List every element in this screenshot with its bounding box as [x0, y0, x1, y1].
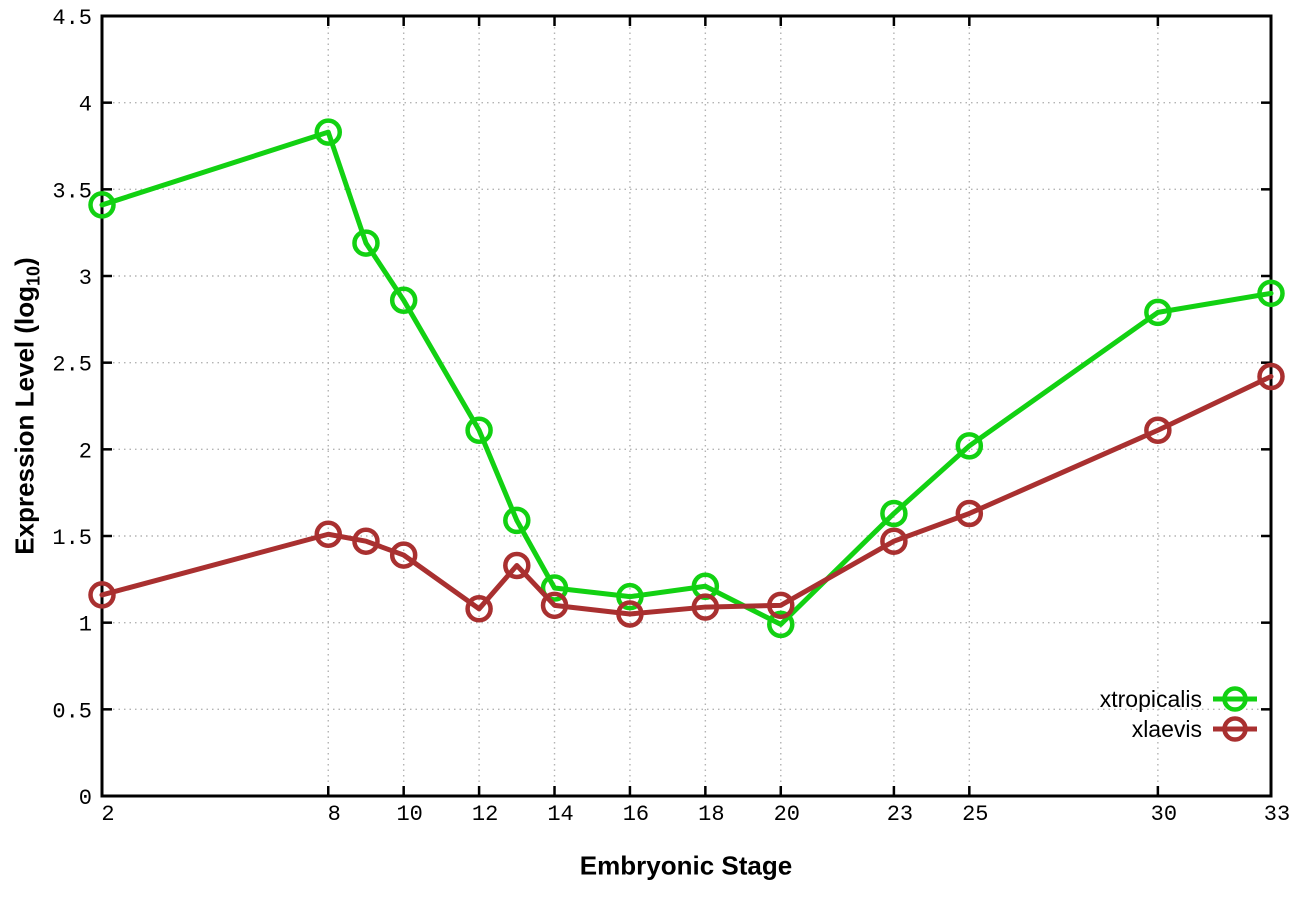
point-marker-xlaevis-25 — [955, 499, 984, 528]
series-line-xlaevis — [99, 374, 1274, 617]
legend-item-xlaevis: xlaevis — [1100, 714, 1258, 744]
y-axis-title-text: Expression Level (log — [9, 285, 40, 555]
x-tick-label-30: 30 — [1151, 802, 1177, 827]
point-marker-xtropicalis-16 — [616, 582, 644, 611]
x-tick-label-10: 10 — [396, 802, 422, 827]
point-marker-xtropicalis-33 — [1257, 279, 1285, 308]
x-tick-label-2: 2 — [101, 802, 114, 827]
y-tick-label-2: 2 — [79, 439, 92, 464]
x-tick-label-25: 25 — [962, 802, 988, 827]
point-marker-xlaevis-33 — [1257, 362, 1285, 391]
point-marker-xlaevis-16 — [616, 600, 644, 628]
point-marker-xlaevis-12 — [465, 595, 493, 623]
point-marker-xtropicalis-12 — [465, 416, 493, 445]
point-marker-xtropicalis-23 — [880, 499, 908, 528]
point-marker-xtropicalis-20 — [767, 610, 795, 639]
series-line-xtropicalis — [99, 129, 1274, 627]
y-tick-label-0: 0 — [79, 786, 92, 811]
point-marker-xtropicalis-10 — [389, 286, 418, 315]
point-marker-xlaevis-2 — [88, 581, 116, 609]
legend-marker-xlaevis-icon — [1213, 716, 1257, 742]
point-marker-xlaevis-13 — [503, 551, 531, 580]
legend: xtropicalis xlaevis — [1100, 684, 1258, 744]
y-tick-label-1.5: 1.5 — [52, 526, 92, 551]
x-tick-label-20: 20 — [774, 802, 800, 827]
y-tick-label-1: 1 — [79, 613, 92, 638]
point-marker-xlaevis-14 — [540, 591, 569, 620]
x-tick-label-18: 18 — [698, 802, 724, 827]
point-marker-xlaevis-10 — [389, 541, 418, 569]
point-marker-xlaevis-30 — [1144, 416, 1172, 445]
x-tick-label-16: 16 — [623, 802, 649, 827]
y-axis-title: Expression Level (log10) — [10, 257, 45, 554]
x-tick-label-23: 23 — [887, 802, 913, 827]
point-marker-xtropicalis-8 — [314, 118, 343, 146]
legend-marker-xtropicalis-icon — [1213, 686, 1257, 712]
y-axis-title-subscript: 10 — [23, 265, 44, 286]
point-marker-xtropicalis-30 — [1144, 298, 1172, 327]
x-tick-label-14: 14 — [547, 802, 573, 827]
legend-item-xtropicalis: xtropicalis — [1100, 684, 1258, 714]
y-tick-label-4.5: 4.5 — [52, 6, 92, 31]
y-axis-title-suffix: ) — [9, 257, 40, 266]
point-marker-xtropicalis-25 — [955, 432, 984, 460]
point-marker-xtropicalis-14 — [540, 574, 569, 602]
legend-label-xlaevis: xlaevis — [1131, 715, 1202, 742]
point-marker-xlaevis-20 — [767, 591, 795, 620]
point-marker-xtropicalis-9 — [352, 229, 380, 257]
y-tick-label-4: 4 — [79, 93, 92, 118]
y-tick-label-3.5: 3.5 — [52, 179, 92, 204]
point-marker-xtropicalis-13 — [503, 506, 531, 535]
point-marker-xlaevis-8 — [314, 520, 343, 549]
point-marker-xlaevis-9 — [352, 527, 380, 555]
plot-border — [100, 14, 1273, 798]
point-marker-xtropicalis-2 — [88, 191, 116, 219]
x-axis-title: Embryonic Stage — [579, 850, 793, 881]
x-tick-label-8: 8 — [328, 802, 341, 827]
y-tick-label-2.5: 2.5 — [52, 353, 92, 378]
y-tick-label-3: 3 — [79, 266, 92, 291]
x-tick-label-12: 12 — [472, 802, 498, 827]
point-marker-xlaevis-18 — [691, 593, 720, 621]
x-tick-label-33: 33 — [1264, 802, 1290, 827]
point-marker-xlaevis-23 — [880, 527, 908, 555]
legend-label-xtropicalis: xtropicalis — [1099, 685, 1202, 712]
y-tick-label-0.5: 0.5 — [52, 699, 92, 724]
